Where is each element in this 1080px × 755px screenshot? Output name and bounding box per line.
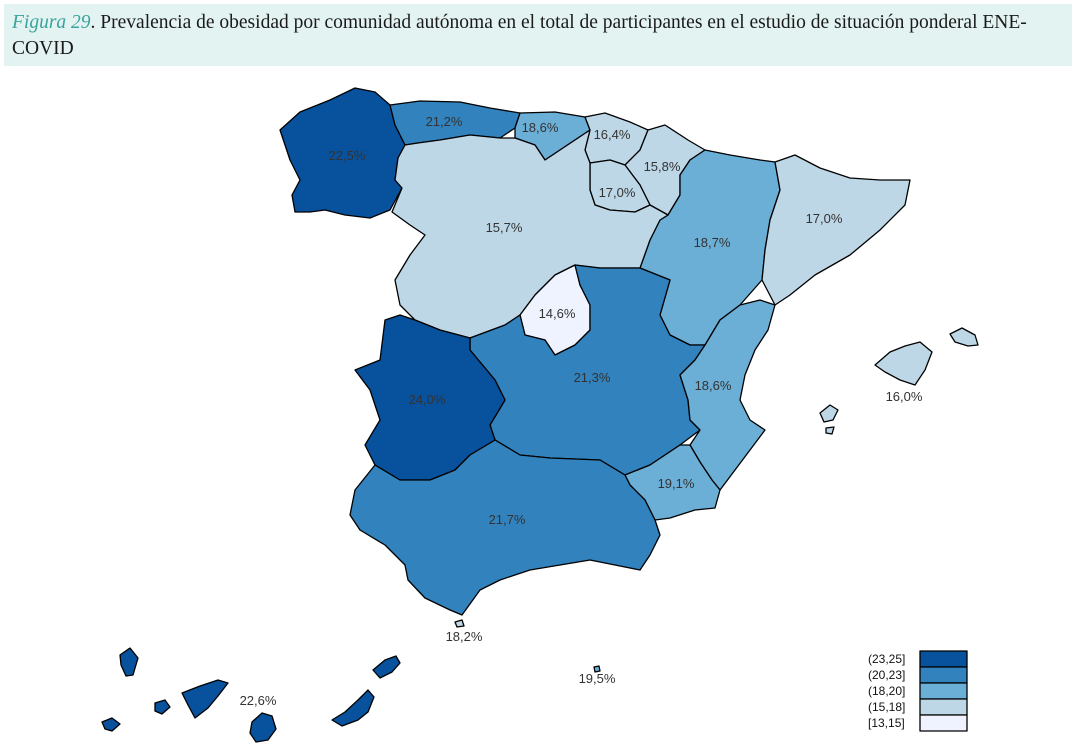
region-baleares-ibiza[interactable] (819, 404, 839, 423)
label-navarra: 15,8% (644, 159, 681, 174)
regions-layer (101, 87, 979, 743)
label-madrid: 14,6% (539, 306, 576, 321)
region-canarias-tenerife[interactable] (181, 679, 229, 719)
legend-swatch-0 (919, 650, 968, 668)
label-comunidad-valenciana: 18,6% (695, 378, 732, 393)
legend-label-4: [13,15] (868, 716, 905, 730)
caption-text: Prevalencia de obesidad por comunidad au… (12, 12, 1027, 59)
label-cantabria: 18,6% (522, 120, 559, 135)
labels-layer: 22,5% 21,2% 18,6% 16,4% 15,8% 17,0% 18,7… (240, 114, 923, 708)
label-castilla-la-mancha: 21,3% (574, 370, 611, 385)
label-andalucia: 21,7% (489, 512, 526, 527)
label-aragon: 18,7% (694, 235, 731, 250)
region-baleares-menorca[interactable] (949, 327, 979, 347)
region-ceuta[interactable] (454, 619, 465, 628)
region-melilla[interactable] (593, 665, 601, 673)
figure-caption: Figura 29. Prevalencia de obesidad por c… (4, 4, 1072, 66)
region-canarias-la-gomera[interactable] (154, 699, 171, 715)
region-canarias-fuerteventura[interactable] (331, 689, 375, 727)
label-baleares: 16,0% (886, 389, 923, 404)
region-canarias-el-hierro[interactable] (101, 717, 121, 732)
legend-swatch-3 (919, 698, 968, 716)
legend-label-3: (15,18] (868, 700, 905, 714)
legend-label-1: (20,23] (868, 668, 905, 682)
label-extremadura: 24,0% (409, 392, 446, 407)
legend: (23,25] (20,23] (18,20] (15,18] [13,15] (868, 650, 968, 732)
label-asturias: 21,2% (426, 114, 463, 129)
label-castilla-y-leon: 15,7% (486, 220, 523, 235)
legend-label-2: (18,20] (868, 684, 905, 698)
legend-swatch-2 (919, 682, 968, 700)
figure-label-dot: . (90, 12, 101, 33)
region-baleares-mallorca[interactable] (874, 341, 933, 386)
legend-label-0: (23,25] (868, 652, 905, 666)
label-melilla: 19,5% (579, 671, 616, 686)
label-la-rioja: 17,0% (599, 185, 636, 200)
label-murcia: 19,1% (658, 476, 695, 491)
region-baleares-formentera[interactable] (825, 426, 835, 435)
region-cataluna[interactable] (761, 154, 911, 306)
region-canarias-la-palma[interactable] (119, 647, 139, 677)
region-galicia[interactable] (279, 87, 406, 219)
label-pais-vasco: 16,4% (594, 127, 631, 142)
label-ceuta: 18,2% (446, 629, 483, 644)
label-cataluna: 17,0% (806, 211, 843, 226)
region-canarias-gran-canaria[interactable] (249, 712, 277, 743)
figure-label: Figura 29 (12, 12, 91, 33)
region-castilla-y-leon[interactable] (391, 129, 669, 339)
label-galicia: 22,5% (329, 148, 366, 163)
legend-swatch-1 (919, 666, 968, 684)
region-andalucia[interactable] (349, 439, 661, 616)
legend-swatch-4 (919, 714, 968, 732)
region-canarias-lanzarote[interactable] (372, 655, 401, 679)
label-canarias: 22,6% (240, 693, 277, 708)
